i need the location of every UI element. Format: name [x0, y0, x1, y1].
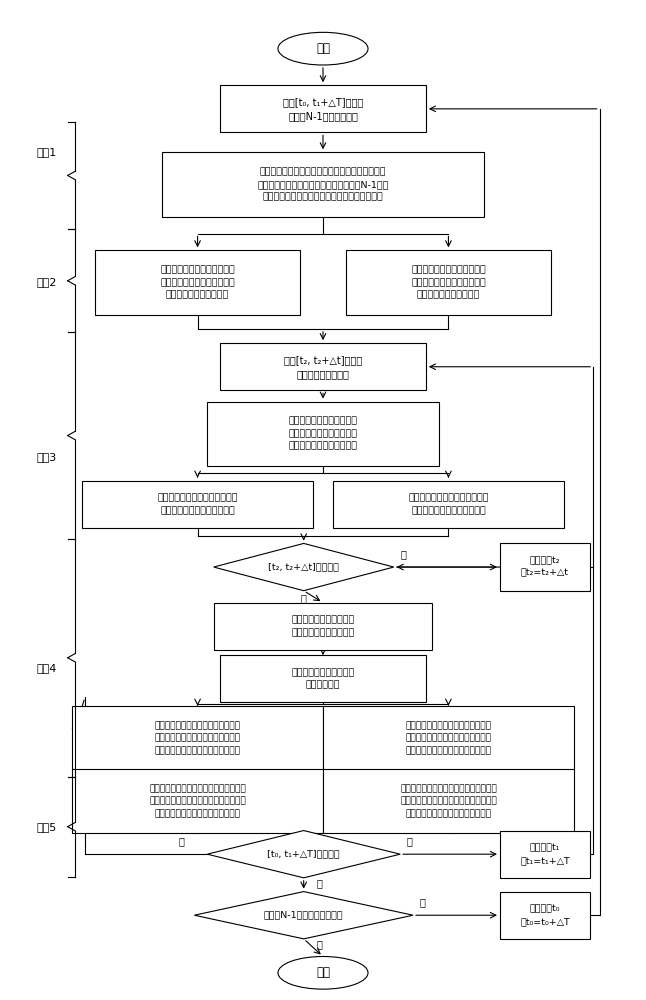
Text: 否: 否: [419, 897, 425, 907]
Bar: [82, 481, 313, 528]
Bar: [220, 343, 426, 390]
Text: 电力调度控制中心向负责调控
重载输电线路受端配电网的调
度控制站下发减负荷指令: 电力调度控制中心向负责调控 重载输电线路受端配电网的调 度控制站下发减负荷指令: [411, 266, 486, 300]
Bar: [72, 769, 323, 833]
Text: 步骤4: 步骤4: [36, 663, 57, 673]
Ellipse shape: [278, 32, 368, 65]
Text: 进行[t₂, t₂+△t]时段的
充放电设施状态分析: 进行[t₂, t₂+△t]时段的 充放电设施状态分析: [284, 355, 362, 379]
Text: 配电网调度控制站采集分析
接入重载输电线路送受端配
电网的充放电设施使用状态: 配电网调度控制站采集分析 接入重载输电线路送受端配 电网的充放电设施使用状态: [289, 417, 357, 451]
Text: 更新时间t₀
令t₀=t₀+△T: 更新时间t₀ 令t₀=t₀+△T: [520, 904, 570, 926]
Text: 步骤3: 步骤3: [36, 452, 57, 462]
Text: 对采集到的电动汽车数据
进行分析匹配: 对采集到的电动汽车数据 进行分析匹配: [291, 668, 355, 690]
Text: 步骤1: 步骤1: [36, 147, 57, 157]
Bar: [220, 85, 426, 132]
Text: 是: 是: [317, 878, 322, 888]
Bar: [162, 152, 484, 217]
Bar: [95, 250, 300, 315]
Text: 结束: 结束: [316, 966, 330, 979]
Text: 配电网调度控制站向可接受充电调度
的电动汽车用户、推送接入重载输电
线路送端配电网的可用充电设施信息: 配电网调度控制站向可接受充电调度 的电动汽车用户、推送接入重载输电 线路送端配电…: [154, 721, 240, 755]
Text: 是: 是: [400, 549, 406, 559]
Text: 配电网调度控制站采集或
接收电动汽车的状态数据: 配电网调度控制站采集或 接收电动汽车的状态数据: [291, 616, 355, 637]
Text: 电力调度控制中心向负责调控
重载输电线路送端配电网的调
度控制站下发增负荷指令: 电力调度控制中心向负责调控 重载输电线路送端配电网的调 度控制站下发增负荷指令: [160, 266, 235, 300]
Text: 开始: 开始: [316, 42, 330, 55]
Bar: [500, 831, 590, 878]
Text: 是: 是: [317, 939, 322, 949]
Bar: [323, 706, 574, 770]
Text: 输电网电力调度控制中心基于上一时段的电网运行
数据和短期负荷预测结果、依照输电线路N-1有功
潮流约束、筛选出存在过载风险的重载输电线路: 输电网电力调度控制中心基于上一时段的电网运行 数据和短期负荷预测结果、依照输电线…: [257, 167, 389, 201]
Text: 输电网N-1静态安全分析结束: 输电网N-1静态安全分析结束: [264, 911, 344, 920]
Text: 否: 否: [178, 836, 184, 846]
Bar: [500, 543, 590, 591]
Ellipse shape: [278, 956, 368, 989]
Text: 可接受充电调度的电动汽车用户、在由配
电网调度控制站推荐的可用充电设施中自
主选择充电设施、完成电动汽车充电: 可接受充电调度的电动汽车用户、在由配 电网调度控制站推荐的可用充电设施中自 主选…: [149, 784, 246, 818]
Text: 是: 是: [406, 836, 413, 846]
Text: 更新时间t₁
令t₁=t₁+△T: 更新时间t₁ 令t₁=t₁+△T: [520, 843, 570, 865]
Text: 配电网调度控制站向可接受放电调度
的电动汽车用户、推送接入重载输电
线路受端配电网的可用放电设施信息: 配电网调度控制站向可接受放电调度 的电动汽车用户、推送接入重载输电 线路受端配电…: [406, 721, 492, 755]
Text: 步骤5: 步骤5: [36, 822, 57, 832]
Text: 否: 否: [301, 593, 307, 603]
Bar: [500, 892, 590, 939]
Bar: [220, 655, 426, 702]
Text: 在受端配电网、筛选出可用的放
电设施、确定其放电接入能力: 在受端配电网、筛选出可用的放 电设施、确定其放电接入能力: [408, 494, 488, 515]
Text: 可接受放电调度的电动汽车用户、在由配
电网调度控制站推荐的可用放电设施中自
主选择放电设施、完成电动汽车放电: 可接受放电调度的电动汽车用户、在由配 电网调度控制站推荐的可用放电设施中自 主选…: [400, 784, 497, 818]
Bar: [323, 769, 574, 833]
Polygon shape: [207, 831, 400, 878]
Text: [t₂, t₂+△t]时段结束: [t₂, t₂+△t]时段结束: [268, 563, 339, 572]
Text: 步骤2: 步骤2: [36, 278, 57, 288]
Bar: [333, 481, 564, 528]
Text: [t₀, t₁+△T]时段结束: [t₀, t₁+△T]时段结束: [267, 850, 340, 859]
Polygon shape: [194, 892, 413, 939]
Text: 在送端配电网、筛选出可用的充
电设施、确定其可用充电能力: 在送端配电网、筛选出可用的充 电设施、确定其可用充电能力: [158, 494, 238, 515]
Bar: [72, 706, 323, 770]
Bar: [346, 250, 551, 315]
Polygon shape: [214, 543, 394, 591]
Text: 进行[t₀, t₁+△T]时段的
输电网N-1静态安全分析: 进行[t₀, t₁+△T]时段的 输电网N-1静态安全分析: [283, 97, 363, 121]
Bar: [214, 603, 432, 650]
Text: 更新时间t₂
令t₂=t₂+△t: 更新时间t₂ 令t₂=t₂+△t: [521, 556, 569, 578]
Bar: [207, 402, 439, 466]
